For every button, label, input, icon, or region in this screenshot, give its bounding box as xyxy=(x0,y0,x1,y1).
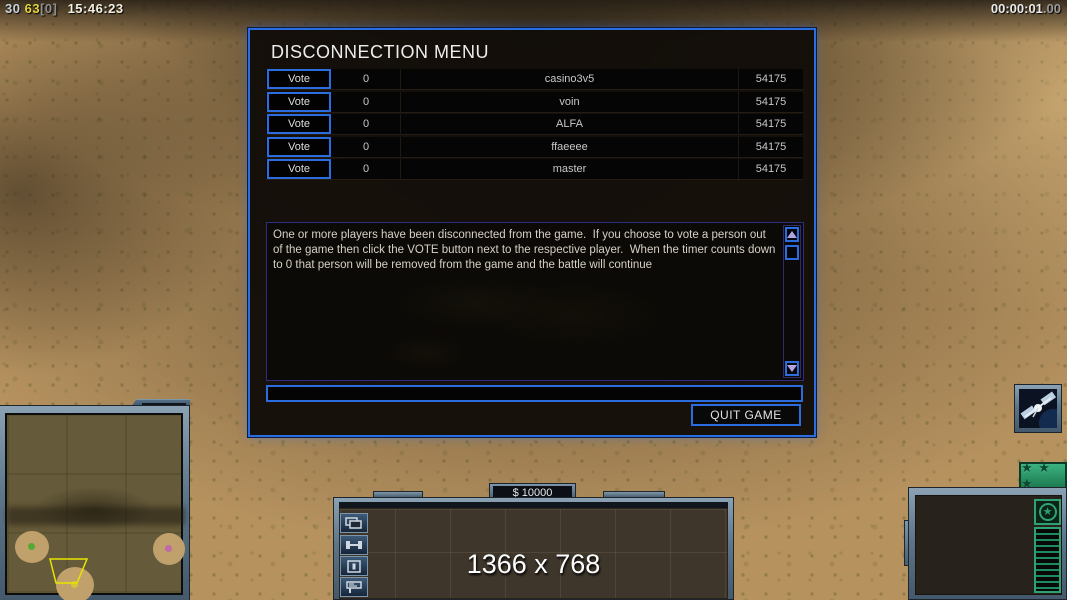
table-row: Vote 0 casino3v5 54175 xyxy=(266,69,803,90)
vote-button[interactable]: Vote xyxy=(267,91,331,112)
hud-counter-bracket: [0] xyxy=(40,1,58,16)
pause-button[interactable] xyxy=(340,556,368,576)
idle-worker-button[interactable] xyxy=(340,535,368,555)
minimap-player-dot-yellow xyxy=(71,581,78,588)
pause-icon xyxy=(347,559,361,573)
table-row: Vote 0 master 54175 xyxy=(266,159,803,180)
satellite-icon xyxy=(1019,389,1067,437)
scrollbar-thumb[interactable] xyxy=(785,245,799,260)
minimap-river xyxy=(7,507,185,525)
vote-count: 0 xyxy=(332,69,401,89)
satellite-ability-button[interactable] xyxy=(1014,384,1067,437)
resolution-overlay-text: 1366 x 768 xyxy=(466,549,601,579)
disconnection-menu-dialog: DISCONNECTION MENU Vote 0 casino3v5 5417… xyxy=(248,28,816,437)
timeout-value: 54175 xyxy=(755,73,787,85)
hud-counter-yellow: 63 xyxy=(24,1,41,16)
scroll-down-button[interactable] xyxy=(785,361,799,376)
table-row: Vote 0 ffaeeee 54175 xyxy=(266,136,803,158)
timeout-value: 54175 xyxy=(755,118,787,130)
rank-stars-tab: ★ ★ ★ xyxy=(1019,459,1067,491)
player-name: ALFA xyxy=(401,114,739,134)
mission-timer-frac: .00 xyxy=(1042,1,1061,16)
dialog-title: DISCONNECTION MENU xyxy=(271,42,490,62)
arrow-up-icon xyxy=(787,231,797,238)
veterancy-star-box: ★ xyxy=(1034,499,1061,525)
hud-top-left-stats: 30 63[0] 15:46:23 xyxy=(5,1,124,16)
table-row: Vote 0 voin 54175 xyxy=(266,91,803,113)
money-value: $ 10000 xyxy=(512,486,553,499)
veterancy-star-icon: ★ xyxy=(1038,503,1057,521)
hud-mission-timer: 00:00:01.00 xyxy=(991,1,1061,16)
vote-button[interactable]: Vote xyxy=(267,136,331,157)
player-name: voin xyxy=(401,91,739,112)
wrench-icon xyxy=(346,541,362,549)
timeout-value: 54175 xyxy=(755,140,787,153)
command-grid xyxy=(339,508,728,599)
minimap-frame xyxy=(0,405,190,600)
command-bar xyxy=(333,497,734,600)
options-button[interactable] xyxy=(340,513,368,533)
disconnect-message-box: One or more players have been disconnect… xyxy=(266,222,804,381)
player-vote-table: Vote 0 casino3v5 54175 Vote 0 voin 54175… xyxy=(266,69,803,182)
vote-button[interactable]: Vote xyxy=(267,69,331,89)
hud-system-time: 15:46:23 xyxy=(67,1,124,16)
vote-button[interactable]: Vote xyxy=(267,114,331,134)
command-bar-top-strip xyxy=(339,502,728,508)
vote-count: 0 xyxy=(332,91,401,112)
flag-sign-icon xyxy=(346,580,362,593)
message-scrollbar[interactable] xyxy=(783,225,801,378)
vote-count: 0 xyxy=(332,114,401,134)
chat-options-button[interactable] xyxy=(340,577,368,597)
rank-stars: ★ ★ ★ xyxy=(1021,459,1051,491)
minimap-player-dot-pink xyxy=(165,545,172,552)
minimap-player-dot-green xyxy=(28,543,35,550)
table-row: Vote 0 ALFA 54175 xyxy=(266,114,803,135)
quit-game-button[interactable]: QUIT GAME xyxy=(691,404,801,426)
timeout-value: 54175 xyxy=(755,95,787,108)
vote-count: 0 xyxy=(332,159,401,179)
timeout-value: 54175 xyxy=(755,163,787,175)
player-name: casino3v5 xyxy=(401,69,739,89)
mission-timer-main: 00:00:01 xyxy=(990,1,1043,16)
player-name: ffaeeee xyxy=(401,136,739,157)
disconnect-message-text: One or more players have been disconnect… xyxy=(273,229,779,271)
arrow-down-icon xyxy=(787,365,797,372)
hud-fps-value: 30 xyxy=(5,1,21,16)
scroll-up-button[interactable] xyxy=(785,227,799,242)
unit-info-panel: ★ xyxy=(908,487,1067,600)
experience-bar xyxy=(1034,527,1061,593)
minimap-viewport-outline xyxy=(49,558,89,584)
overlapping-windows-icon xyxy=(345,516,362,529)
unit-portrait-area: ★ xyxy=(915,495,1062,595)
minimap[interactable] xyxy=(5,413,185,600)
chat-input[interactable] xyxy=(266,385,803,402)
vote-count: 0 xyxy=(332,136,401,157)
veterancy-column: ★ xyxy=(1034,499,1061,593)
vote-button[interactable]: Vote xyxy=(267,159,331,179)
player-name: master xyxy=(401,159,739,179)
